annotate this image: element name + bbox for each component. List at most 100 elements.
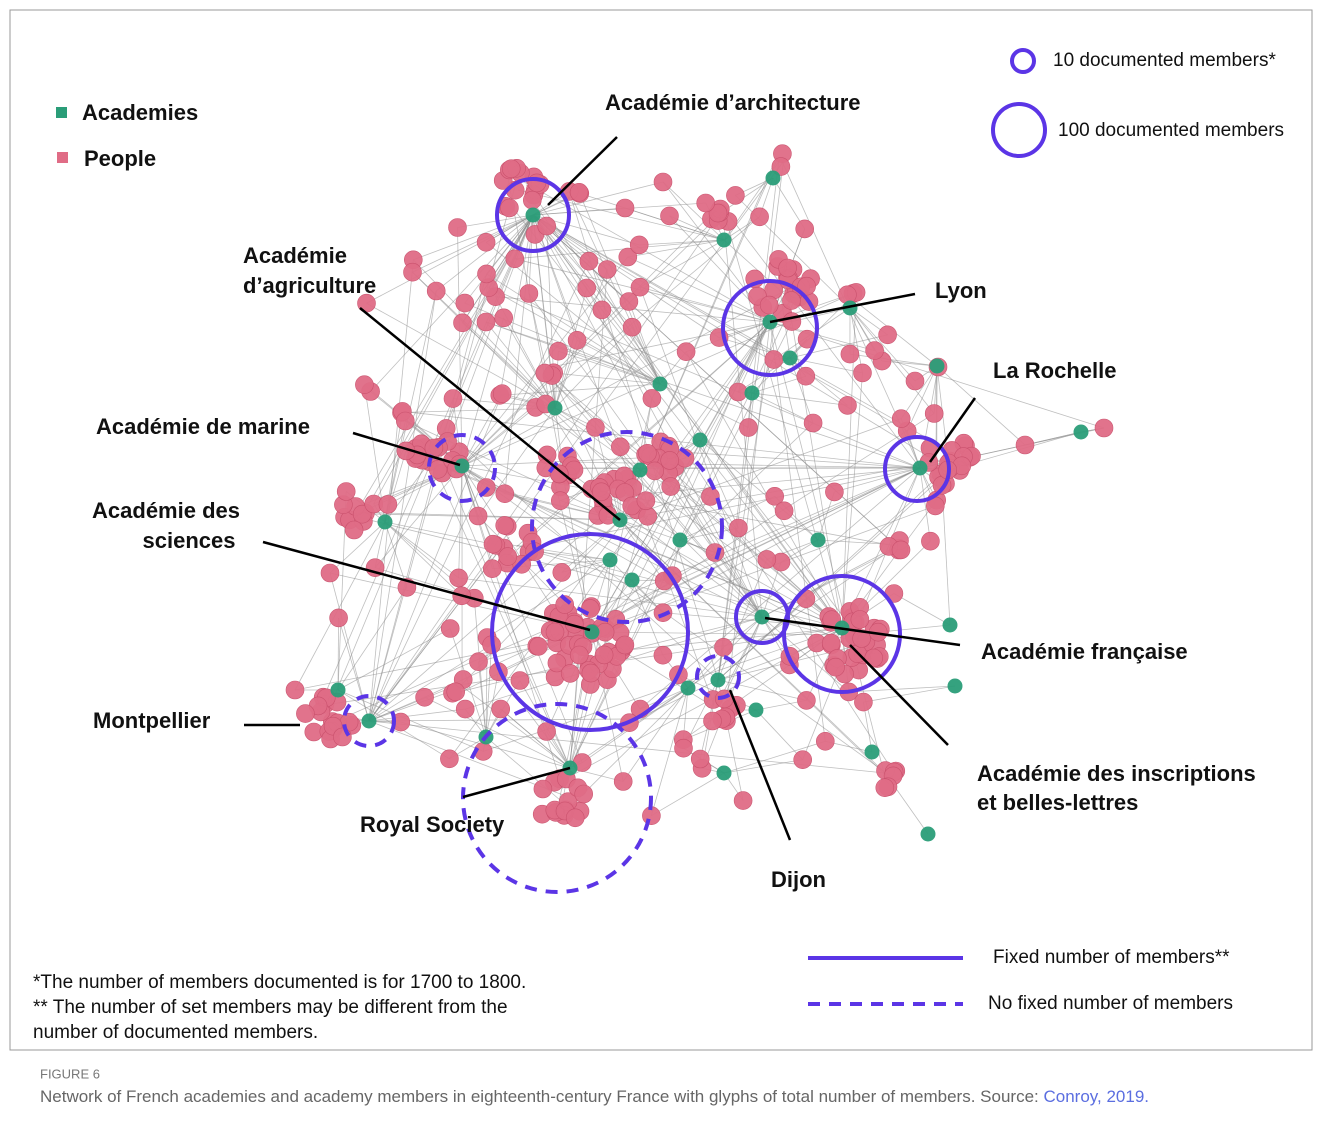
person-node (574, 784, 594, 804)
person-node (395, 411, 415, 431)
person-node (495, 484, 515, 504)
node-label: sciences (143, 528, 236, 553)
person-node (529, 637, 548, 656)
person-node (469, 652, 488, 672)
person-node (825, 482, 844, 502)
edge (368, 684, 457, 722)
node-label: Montpellier (93, 708, 211, 733)
edge (791, 307, 851, 323)
line-legend: No fixed number of members (988, 993, 1233, 1014)
legend-academies: Academies (82, 100, 198, 125)
edge (516, 321, 771, 551)
pointer-line (728, 689, 792, 841)
person-node (674, 738, 693, 758)
person-node (875, 778, 895, 798)
edge (761, 562, 782, 618)
dashed-glyph (427, 433, 497, 503)
edge (485, 644, 492, 738)
academy-node (782, 350, 798, 366)
person-node (565, 808, 585, 828)
edge (919, 467, 931, 542)
person-node (533, 779, 553, 799)
person-node (645, 461, 665, 481)
person-node (660, 451, 680, 470)
academy-node (361, 713, 377, 729)
person-node (905, 371, 925, 391)
edge (619, 519, 859, 652)
person-node (618, 247, 638, 267)
person-node (615, 198, 635, 218)
node-label: d’agriculture (243, 273, 376, 298)
edge (370, 214, 534, 392)
person-node (838, 396, 857, 415)
solid-glyph (782, 574, 902, 694)
person-node (483, 534, 503, 554)
node-label: Royal Society (360, 812, 505, 837)
edge (458, 465, 463, 578)
person-node (708, 203, 728, 223)
person-node (448, 218, 467, 237)
edge (599, 321, 771, 654)
person-node (440, 619, 460, 638)
edge (458, 577, 763, 618)
edge (461, 685, 571, 769)
edge (412, 271, 763, 618)
person-node (501, 159, 521, 178)
person-node (630, 277, 650, 297)
edge (338, 617, 370, 722)
person-node (535, 363, 555, 383)
person-node (1015, 435, 1035, 455)
academy-node (547, 400, 563, 416)
academy-node (584, 624, 600, 640)
edge (461, 207, 727, 467)
edge (461, 208, 718, 467)
caption-link[interactable]: Conroy, 2019. (1043, 1087, 1149, 1106)
node-label: Académie de marine (96, 414, 310, 439)
person-node (333, 727, 352, 747)
person-node (852, 629, 871, 648)
academy-node (454, 458, 470, 474)
person-node (795, 219, 815, 239)
academy-node (602, 552, 618, 568)
person-node (495, 516, 515, 535)
edge (624, 207, 725, 241)
edge (440, 457, 571, 769)
edge (461, 465, 898, 547)
edge (848, 685, 956, 693)
person-node (676, 342, 696, 362)
person-node (778, 258, 797, 278)
academy-node (710, 672, 726, 688)
edge (352, 214, 534, 519)
edge (668, 450, 921, 469)
person-node (759, 295, 779, 315)
person-node (891, 540, 911, 560)
edge (525, 184, 843, 629)
edge (366, 214, 534, 304)
edge (722, 210, 763, 618)
person-node (492, 384, 512, 404)
person-node (714, 637, 733, 657)
person-node (757, 550, 777, 569)
person-node (701, 487, 720, 506)
person-node (815, 731, 835, 751)
person-node (865, 341, 884, 360)
edge (554, 287, 588, 409)
academy-node (525, 207, 541, 223)
edge (457, 227, 463, 467)
edge (662, 181, 725, 241)
size-legend: 10 documented members* (1053, 50, 1276, 71)
edge (737, 321, 771, 393)
edge (878, 624, 951, 633)
academy-node (716, 765, 732, 781)
person-node (391, 712, 411, 732)
academy-node (920, 826, 936, 842)
edge (591, 413, 935, 633)
edge (384, 521, 408, 588)
person-node (522, 190, 542, 210)
caption-text: Network of French academies and academy … (40, 1087, 1043, 1106)
person-node (653, 645, 673, 665)
edge (458, 467, 921, 694)
edge (426, 449, 571, 769)
person-node (619, 292, 639, 311)
person-node (567, 330, 587, 350)
